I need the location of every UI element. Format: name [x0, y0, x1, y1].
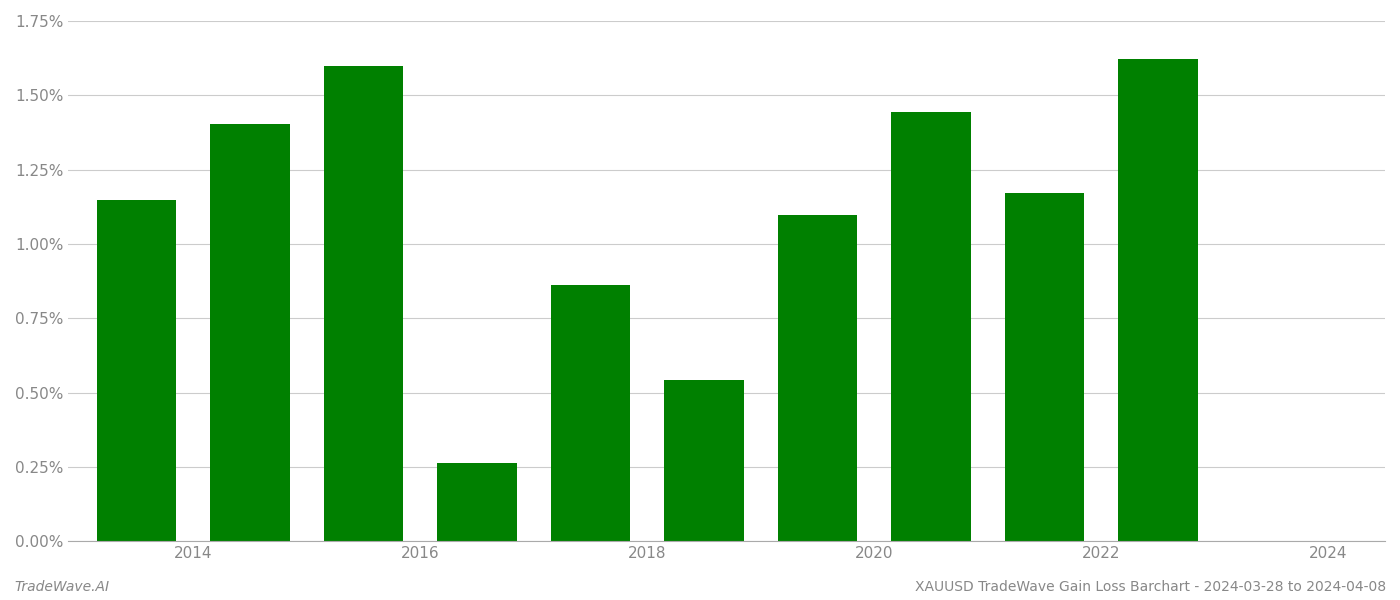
- Bar: [777, 215, 857, 541]
- Bar: [1005, 193, 1084, 541]
- Bar: [664, 380, 743, 541]
- Bar: [1119, 59, 1198, 541]
- Bar: [97, 200, 176, 541]
- Bar: [323, 65, 403, 541]
- Text: XAUUSD TradeWave Gain Loss Barchart - 2024-03-28 to 2024-04-08: XAUUSD TradeWave Gain Loss Barchart - 20…: [914, 580, 1386, 594]
- Bar: [437, 463, 517, 541]
- Text: TradeWave.AI: TradeWave.AI: [14, 580, 109, 594]
- Bar: [210, 124, 290, 541]
- Bar: [550, 285, 630, 541]
- Bar: [892, 112, 970, 541]
